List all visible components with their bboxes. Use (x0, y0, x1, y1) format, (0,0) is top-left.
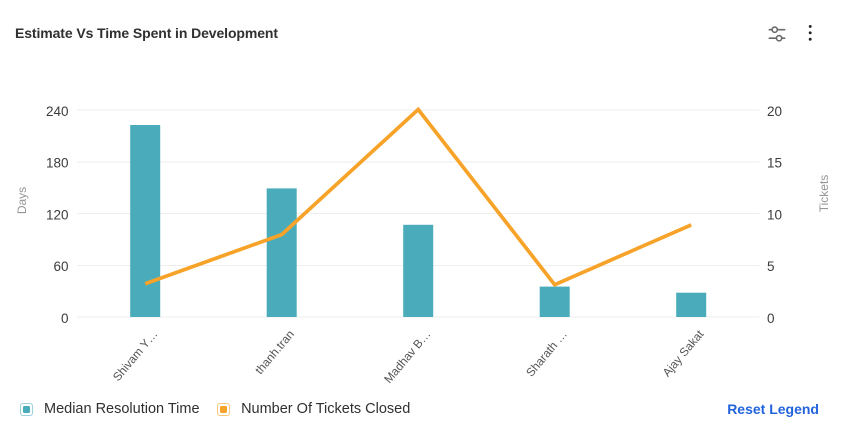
svg-text:5: 5 (767, 259, 775, 274)
svg-text:thanh.tran: thanh.tran (252, 327, 297, 377)
svg-text:0: 0 (61, 311, 69, 326)
svg-text:120: 120 (46, 207, 69, 222)
svg-text:15: 15 (767, 156, 782, 171)
svg-text:180: 180 (46, 156, 69, 171)
svg-text:Ajay Sakat: Ajay Sakat (660, 327, 707, 380)
svg-text:Days: Days (15, 187, 29, 214)
svg-text:0: 0 (767, 311, 775, 326)
svg-text:Madhav B…: Madhav B… (381, 327, 433, 386)
svg-text:240: 240 (46, 104, 69, 119)
svg-text:Sharath …: Sharath … (523, 327, 570, 379)
svg-text:10: 10 (767, 207, 782, 222)
svg-text:Tickets: Tickets (817, 175, 831, 213)
svg-text:60: 60 (53, 259, 68, 274)
svg-text:20: 20 (767, 104, 782, 119)
svg-text:Shivam Y…: Shivam Y… (110, 327, 161, 384)
